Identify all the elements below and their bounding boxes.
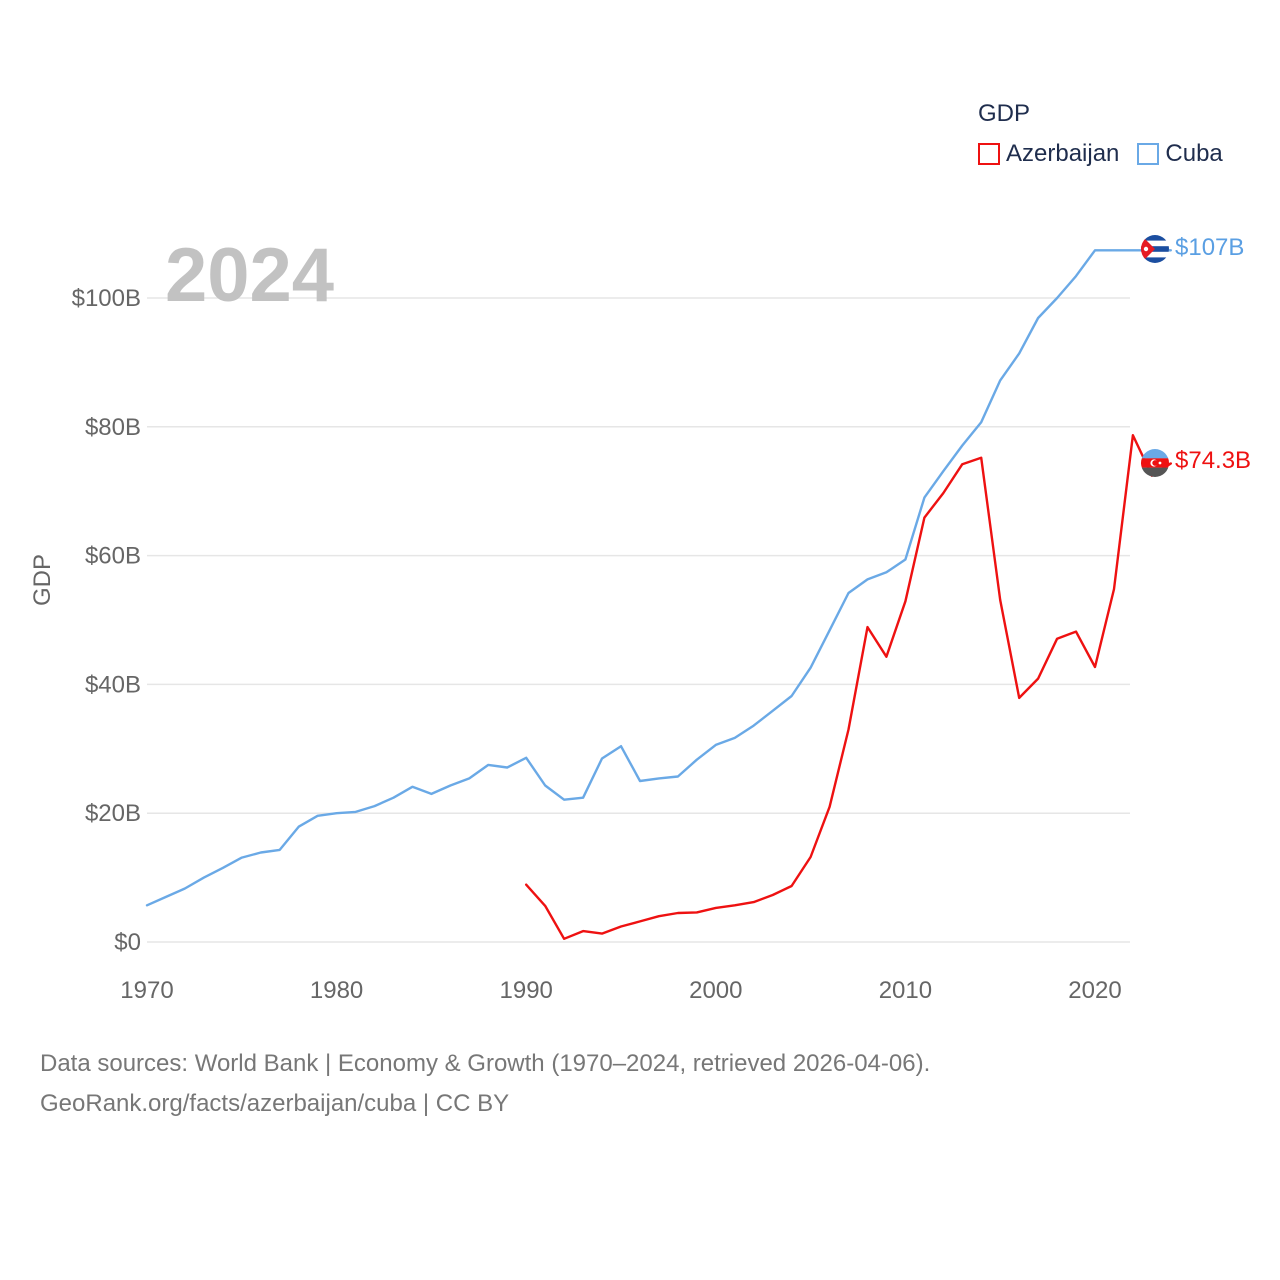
legend: GDP Azerbaijan Cuba bbox=[978, 100, 1241, 168]
series-line-cuba bbox=[145, 249, 1173, 907]
x-tick-label: 1990 bbox=[500, 977, 553, 1004]
y-tick-label: $100B bbox=[72, 285, 141, 312]
series-line-azerbaijan bbox=[525, 434, 1173, 940]
x-tick-label: 1970 bbox=[120, 977, 173, 1004]
footer-sources: Data sources: World Bank | Economy & Gro… bbox=[40, 1050, 931, 1077]
legend-label-azerbaijan: Azerbaijan bbox=[1006, 140, 1120, 167]
y-axis-label: GDP bbox=[29, 554, 56, 606]
footer: Data sources: World Bank | Economy & Gro… bbox=[40, 1044, 930, 1124]
azerbaijan-swatch-icon bbox=[978, 143, 1000, 165]
legend-label-cuba: Cuba bbox=[1165, 140, 1223, 167]
y-axis-ticks: $0 $20B $40B $60B $80B $100B bbox=[72, 285, 141, 956]
x-tick-label: 2000 bbox=[689, 977, 742, 1004]
x-tick-label: 1980 bbox=[310, 977, 363, 1004]
end-markers bbox=[1141, 235, 1169, 477]
azerbaijan-flag-icon bbox=[1141, 449, 1169, 477]
cuba-flag-icon bbox=[1141, 235, 1169, 263]
legend-item-azerbaijan[interactable]: Azerbaijan bbox=[978, 140, 1119, 168]
x-tick-label: 2020 bbox=[1068, 977, 1121, 1004]
year-label: 2024 bbox=[165, 233, 335, 318]
series-lines bbox=[145, 249, 1173, 940]
x-axis-ticks: 1970 1980 1990 2000 2010 2020 bbox=[120, 977, 1121, 1004]
y-tick-label: $80B bbox=[85, 414, 141, 441]
legend-item-cuba[interactable]: Cuba bbox=[1137, 140, 1223, 168]
cuba-swatch-icon bbox=[1137, 143, 1160, 165]
x-tick-label: 2010 bbox=[879, 977, 932, 1004]
footer-credit: GeoRank.org/facts/azerbaijan/cuba | CC B… bbox=[40, 1090, 510, 1117]
azerbaijan-end-value: $74.3B bbox=[1175, 447, 1252, 474]
y-tick-label: $40B bbox=[85, 671, 141, 698]
cuba-end-value: $107B bbox=[1175, 234, 1245, 261]
y-tick-label: $60B bbox=[85, 543, 141, 570]
legend-title: GDP bbox=[978, 100, 1031, 127]
y-tick-label: $0 bbox=[114, 929, 141, 956]
y-tick-label: $20B bbox=[85, 800, 141, 827]
gridlines bbox=[147, 297, 1130, 943]
